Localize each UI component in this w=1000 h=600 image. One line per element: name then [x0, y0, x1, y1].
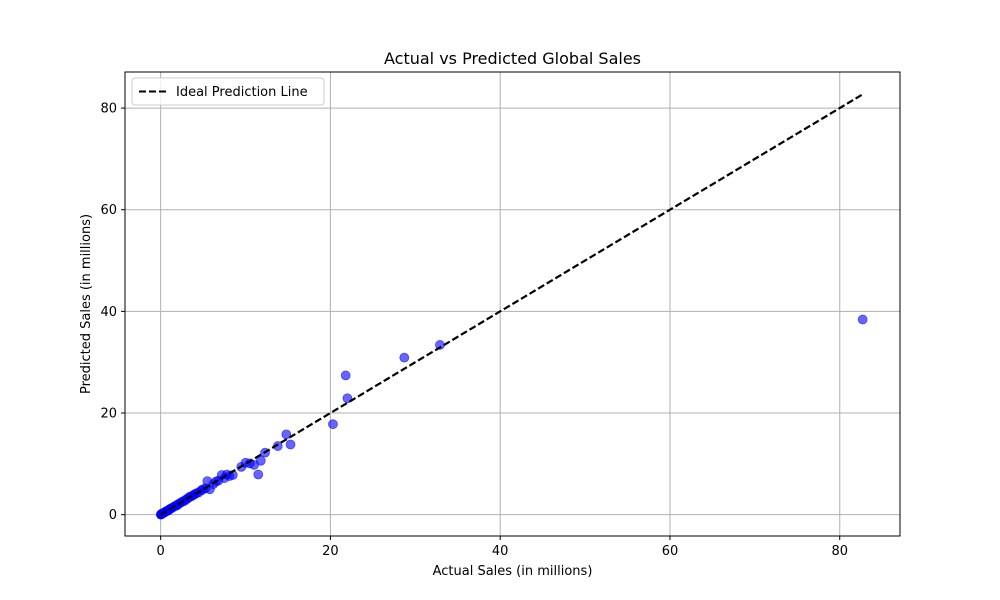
legend: Ideal Prediction Line	[131, 77, 325, 106]
ticks: 0 20 40 60 80 0 20 40 60 80	[100, 102, 848, 559]
data-point	[285, 439, 296, 450]
data-point	[857, 314, 868, 325]
y-tick-label: 80	[100, 102, 117, 117]
legend-box	[131, 77, 325, 106]
grid	[125, 72, 900, 536]
y-tick-label: 60	[100, 203, 117, 218]
plot-frame	[124, 71, 901, 537]
data-point	[328, 419, 338, 430]
y-tick-label: 40	[100, 305, 117, 320]
x-tick-label: 80	[831, 544, 848, 559]
x-tick-label: 20	[322, 544, 339, 559]
legend-label: Ideal Prediction Line	[176, 85, 308, 100]
x-tick-label: 40	[492, 544, 509, 559]
chart-title: Actual vs Predicted Global Sales	[384, 49, 641, 68]
data-point	[340, 370, 351, 381]
y-tick-label: 0	[109, 508, 117, 523]
x-tick-label: 60	[662, 544, 679, 559]
ideal-line-layer	[160, 93, 864, 516]
x-tick-label: 0	[157, 544, 165, 559]
x-axis-title: Actual Sales (in millions)	[433, 564, 593, 579]
data-point	[255, 455, 266, 466]
y-axis-title: Predicted Sales (in millions)	[79, 214, 94, 394]
y-tick-label: 20	[100, 407, 117, 422]
data-point	[399, 352, 410, 363]
data-point	[253, 469, 264, 480]
ideal-prediction-line	[160, 93, 864, 516]
